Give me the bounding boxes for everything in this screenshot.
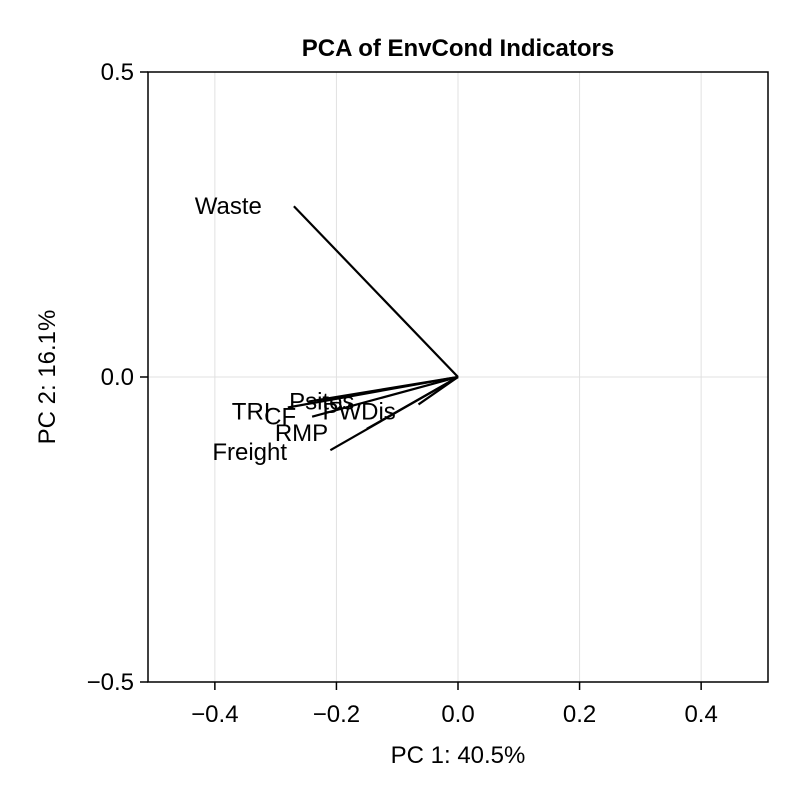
tick-layer: −0.4 −0.2 0.0 0.2 0.4 −0.5 0.0 0.5 <box>87 59 718 728</box>
y-axis-label: PC 2: 16.1% <box>34 310 61 445</box>
vector-label-rmp: RMP <box>275 420 328 447</box>
x-tick-label: 0.0 <box>441 701 474 728</box>
y-tick-label: 0.0 <box>101 364 134 391</box>
x-tick-label: −0.4 <box>191 701 238 728</box>
vector-label-tri: TRI <box>232 399 271 426</box>
x-tick-label: 0.4 <box>684 701 717 728</box>
x-axis-label: PC 1: 40.5% <box>391 742 526 769</box>
loading-vector-tri <box>287 375 459 409</box>
loading-vector-waste <box>293 205 459 378</box>
loading-vector-freight <box>329 376 459 452</box>
vector-label-cf: CF <box>264 404 296 431</box>
x-tick-label: −0.2 <box>313 701 360 728</box>
vector-label-freight: Freight <box>212 439 287 466</box>
y-tick-label: 0.5 <box>101 59 134 86</box>
vector-label-psites: Psites <box>289 388 354 415</box>
x-tick-label: 0.2 <box>563 701 596 728</box>
chart-title: PCA of EnvCond Indicators <box>302 35 614 62</box>
vector-label-pwdis: PWDis <box>322 398 395 425</box>
vector-label-waste: Waste <box>195 193 262 220</box>
loading-vector-cf <box>311 375 459 418</box>
vector-layer <box>287 205 459 452</box>
y-tick-label: −0.5 <box>87 669 134 696</box>
